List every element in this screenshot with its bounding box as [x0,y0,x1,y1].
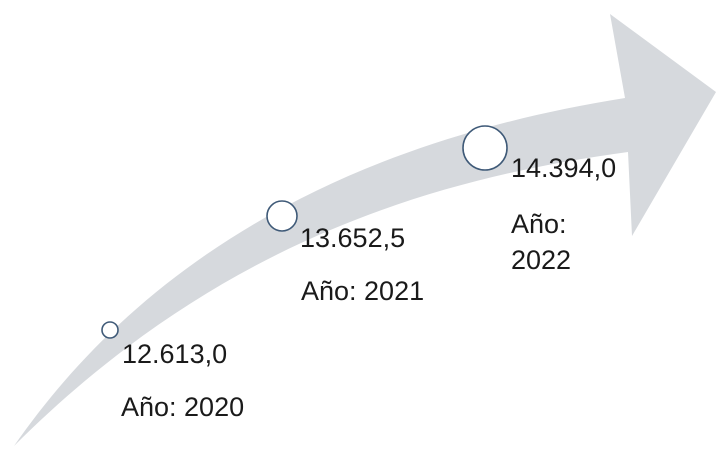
milestone-year-2021: Año: 2021 [301,276,425,306]
milestone-value-2020: 12.613,0 [122,339,228,369]
curved-arrow-shape [14,14,716,446]
milestone-value-2021: 13.652,5 [300,223,406,253]
milestone-year-2020: Año: 2020 [121,392,245,422]
milestone-value-2022: 14.394,0 [511,153,617,183]
milestone-marker-2020 [101,321,119,339]
milestone-year-2022: Año: 2022 [511,209,572,275]
milestone-marker-2022 [462,125,508,171]
milestone-marker-2021 [266,200,298,232]
